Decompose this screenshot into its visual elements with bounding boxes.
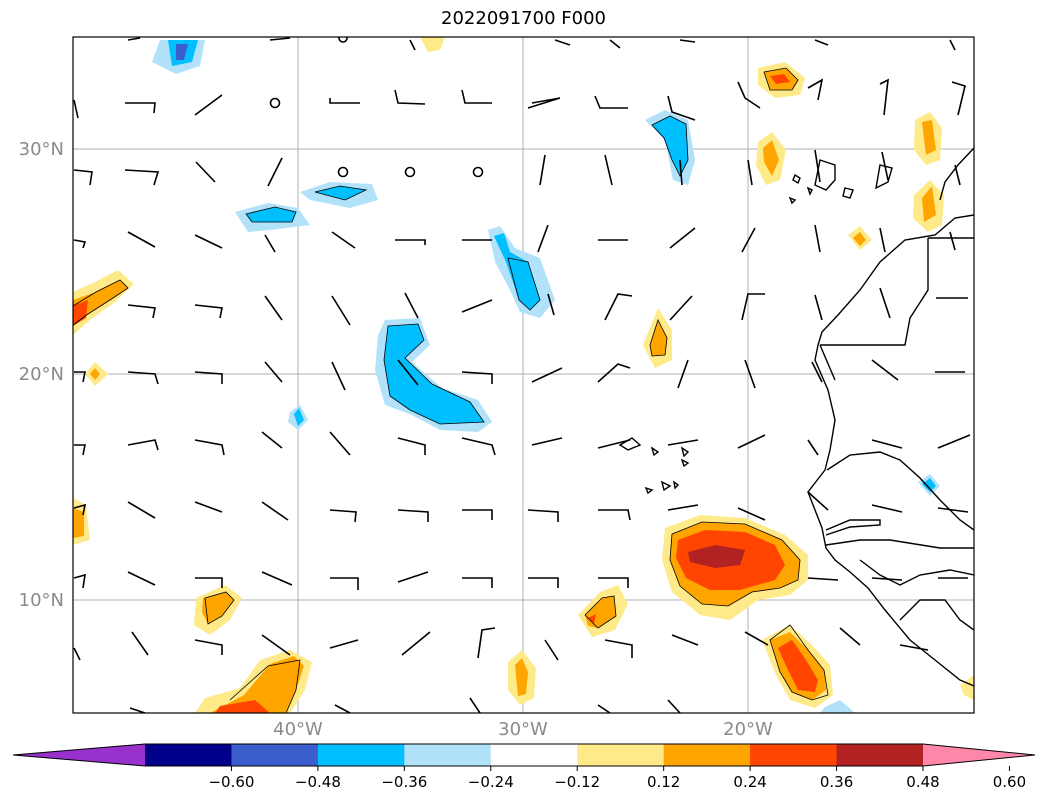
lat-label-10n: 10°N [19, 590, 64, 611]
wind-barbs [73, 37, 971, 713]
colorbar-segment [317, 744, 405, 766]
lon-label-20w: 20°W [723, 719, 773, 740]
contour-lines [73, 67, 829, 713]
lat-label-30n: 30°N [19, 139, 64, 160]
colorbar-tick-label: 0.12 [647, 773, 680, 791]
positive-anomaly-regions [73, 37, 974, 713]
coastlines [618, 147, 974, 687]
colorbar-extend-low [13, 744, 145, 766]
colorbar-tick-label: 0.36 [820, 773, 853, 791]
colorbar-segment [231, 744, 319, 766]
plot-frame [72, 36, 975, 714]
colorbar-segment [404, 744, 492, 766]
colorbar-extend-high [923, 744, 1035, 766]
colorbar-tick-label: −0.48 [295, 773, 341, 791]
gridlines [73, 37, 974, 713]
colorbar-tick-label: −0.12 [554, 773, 600, 791]
lon-label-40w: 40°W [273, 719, 323, 740]
colorbar-tick-label: −0.36 [381, 773, 427, 791]
colorbar-segment [490, 744, 578, 766]
colorbar-segment [145, 744, 232, 766]
colorbar-tick-label: −0.24 [468, 773, 514, 791]
lon-label-30w: 30°W [498, 719, 548, 740]
colorbar-segment [577, 744, 665, 766]
colorbar-tick-label: 0.48 [906, 773, 939, 791]
colorbar-segment [663, 744, 751, 766]
colorbar-tick-label: −0.60 [208, 773, 254, 791]
colorbar-outline [12, 743, 1036, 767]
colorbar-tick-label: 0.60 [993, 773, 1026, 791]
lat-label-20n: 20°N [19, 364, 64, 385]
colorbar: −0.60 −0.48 −0.36 −0.24 −0.12 0.12 0.24 0.36 0.4… [12, 743, 1036, 791]
colorbar-tick-label: 0.24 [733, 773, 766, 791]
colorbar-segment [750, 744, 838, 766]
map-title: 2022091700 F000 [441, 8, 606, 29]
colorbar-segment [836, 744, 924, 766]
